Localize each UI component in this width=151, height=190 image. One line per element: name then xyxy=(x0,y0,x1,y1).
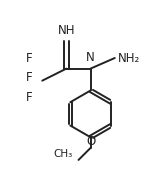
Text: N: N xyxy=(86,51,95,64)
Text: O: O xyxy=(86,135,95,148)
Text: F: F xyxy=(26,91,33,104)
Text: F: F xyxy=(26,51,33,65)
Text: NH₂: NH₂ xyxy=(118,51,140,65)
Text: NH: NH xyxy=(58,24,75,37)
Text: F: F xyxy=(26,71,33,84)
Text: CH₃: CH₃ xyxy=(53,149,72,159)
